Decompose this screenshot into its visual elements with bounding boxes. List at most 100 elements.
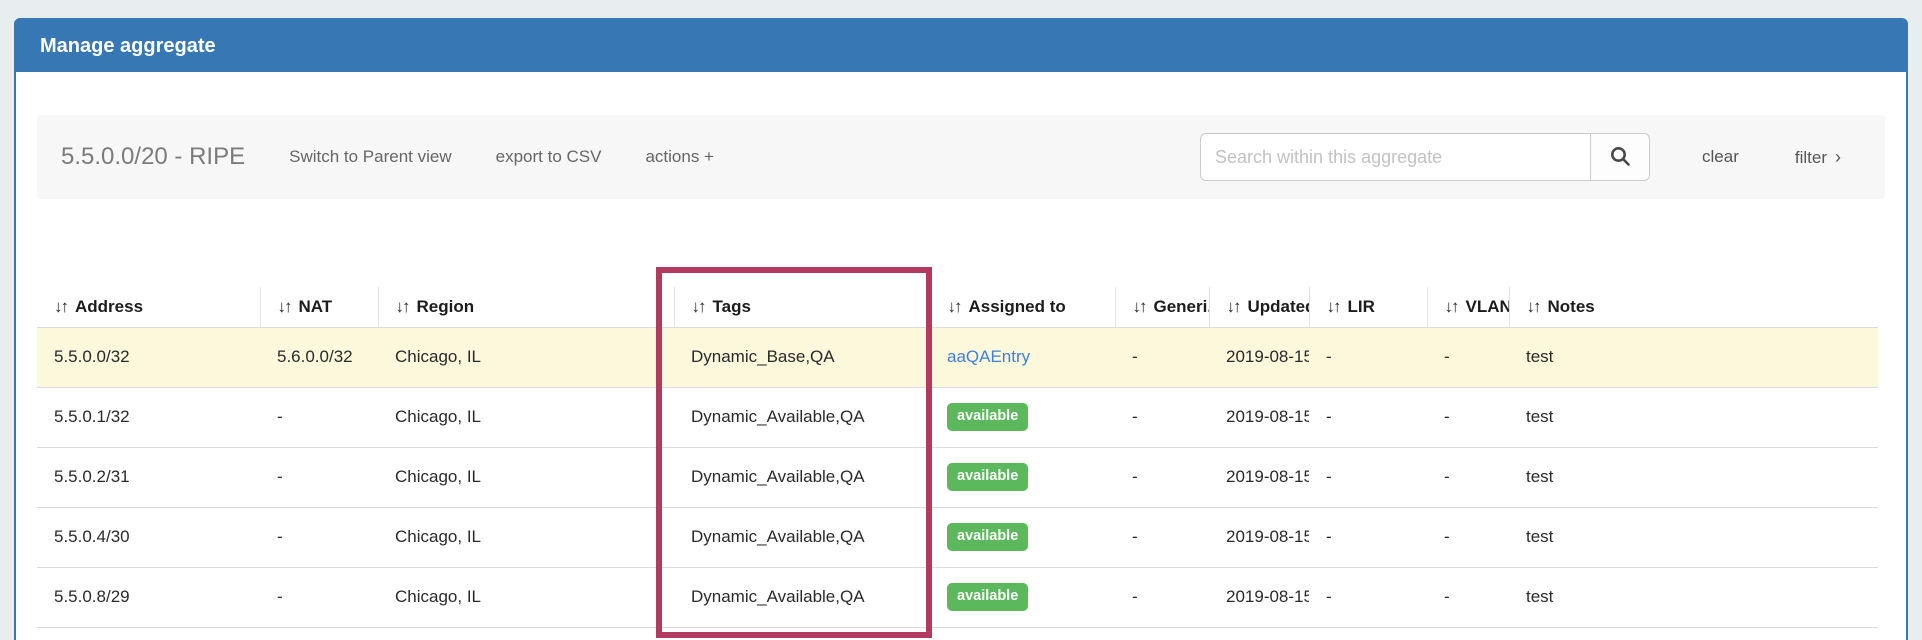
sort-icon: ↓↑ [691,296,707,316]
search-input[interactable] [1200,133,1591,181]
search-button[interactable] [1590,133,1651,181]
column-header-address[interactable]: ↓↑ Address [37,287,260,328]
cell-nat: 5.6.0.0/32 [260,327,378,388]
status-badge: available [947,523,1029,551]
cell-region: Chicago, IL [378,327,674,388]
column-header-updated[interactable]: ↓↑ Updated [1208,287,1310,328]
cell-assigned: available [930,387,1115,448]
column-header-lir[interactable]: ↓↑ LIR [1308,287,1427,328]
cell-tags: Dynamic_Available,QA [674,507,930,568]
cell-assigned: aaQAEntry [930,327,1115,388]
column-label: Notes [1547,296,1595,316]
status-badge: available [947,583,1029,611]
cell-notes: test [1509,447,1878,508]
column-header-vlan[interactable]: ↓↑ VLAN [1426,287,1510,328]
cell-notes: test [1509,327,1878,388]
column-header-assigned-to[interactable]: ↓↑ Assigned to [929,287,1115,328]
cell-vlan: - [1427,327,1509,388]
cell-region: Chicago, IL [378,387,674,448]
sort-icon: ↓↑ [1226,296,1242,316]
cell-tags: Dynamic_Available,QA [674,387,930,448]
aggregate-title: 5.5.0.0/20 - RIPE [61,143,246,170]
search-icon [1608,144,1632,171]
cell-address: 5.5.0.8/29 [37,567,260,628]
column-label: Generi... [1153,296,1210,316]
sort-icon: ↓↑ [1132,296,1148,316]
export-csv-link[interactable]: export to CSV [495,147,602,166]
cell-region: Chicago, IL [378,507,674,568]
cell-vlan: - [1427,387,1509,448]
table-row: 5.5.0.8/29- Chicago, IL Dynamic_Available,… [37,567,1878,628]
switch-parent-view-link[interactable]: Switch to Parent view [289,147,452,166]
aggregate-table: ↓↑ Address ↓↑ NAT ↓↑ Region ↓↑ Tags ↓↑ Assigned t… [37,287,1878,628]
cell-vlan: - [1427,447,1509,508]
cell-updated: 2019-08-15 [1209,567,1309,628]
cell-generic: - [1115,327,1209,388]
status-badge: available [947,463,1029,491]
sort-icon: ↓↑ [1526,296,1542,316]
table-row: 5.5.0.2/31- Chicago, IL Dynamic_Available,… [37,447,1878,508]
sort-icon: ↓↑ [54,296,69,316]
aggregate-toolbar: 5.5.0.0/20 - RIPE Switch to Parent view … [37,115,1885,199]
assigned-entry-link[interactable]: aaQAEntry [947,347,1031,366]
column-header-region[interactable]: ↓↑ Region [377,287,674,328]
filter-label: filter [1794,147,1827,167]
sort-icon: ↓↑ [1444,296,1460,316]
cell-nat: - [260,447,378,508]
cell-lir: - [1309,447,1427,508]
cell-vlan: - [1427,567,1509,628]
cell-updated: 2019-08-15 [1209,387,1309,448]
column-header-tags[interactable]: ↓↑ Tags [673,287,930,328]
cell-updated: 2019-08-15 [1209,447,1309,508]
actions-menu-link[interactable]: actions + [645,147,714,166]
chevron-right-icon: › [1835,146,1841,167]
cell-tags: Dynamic_Base,QA [674,327,930,388]
cell-tags: Dynamic_Available,QA [674,447,930,508]
column-label: Tags [712,296,751,316]
cell-assigned: available [930,447,1115,508]
panel-header: Manage aggregate [16,20,1906,72]
cell-vlan: - [1427,507,1509,568]
cell-nat: - [260,507,378,568]
column-label: VLAN [1465,296,1510,316]
cell-lir: - [1309,327,1427,388]
cell-notes: test [1509,387,1878,448]
cell-updated: 2019-08-15 [1209,327,1309,388]
cell-lir: - [1309,507,1427,568]
clear-search-link[interactable]: clear [1702,147,1739,166]
table-header-row: ↓↑ Address ↓↑ NAT ↓↑ Region ↓↑ Tags ↓↑ Assigned t… [37,287,1878,328]
manage-aggregate-panel: Manage aggregate 5.5.0.0/20 - RIPE Switc… [14,18,1908,640]
column-label: Updated [1247,296,1310,316]
cell-nat: - [260,387,378,448]
table-row: 5.5.0.0/32 5.6.0.0/32 Chicago, IL Dynamic_B… [37,327,1878,388]
sort-icon: ↓↑ [947,296,963,316]
cell-notes: test [1509,507,1878,568]
status-badge: available [947,403,1029,431]
column-label: Region [416,296,475,316]
cell-assigned: available [930,567,1115,628]
cell-region: Chicago, IL [378,567,674,628]
cell-assigned: available [930,507,1115,568]
cell-nat: - [260,567,378,628]
cell-notes: test [1509,567,1878,628]
column-label: LIR [1347,296,1375,316]
cell-generic: - [1115,447,1209,508]
cell-lir: - [1309,567,1427,628]
table-row: 5.5.0.4/30- Chicago, IL Dynamic_Available,… [37,507,1878,568]
search-input-group [1200,133,1651,181]
cell-address: 5.5.0.0/32 [37,327,260,388]
cell-region: Chicago, IL [378,447,674,508]
sort-icon: ↓↑ [277,296,293,316]
column-label: Assigned to [968,296,1066,316]
column-header-notes[interactable]: ↓↑ Notes [1508,287,1878,328]
cell-updated: 2019-08-15 [1209,507,1309,568]
column-header-generi[interactable]: ↓↑Generi... [1114,287,1210,328]
sort-icon: ↓↑ [1326,296,1342,316]
cell-address: 5.5.0.4/30 [37,507,260,568]
cell-generic: - [1115,507,1209,568]
cell-address: 5.5.0.2/31 [37,447,260,508]
filter-link[interactable]: filter › [1795,147,1841,168]
cell-tags: Dynamic_Available,QA [674,567,930,628]
cell-generic: - [1115,567,1209,628]
column-header-nat[interactable]: ↓↑ NAT [259,287,378,328]
